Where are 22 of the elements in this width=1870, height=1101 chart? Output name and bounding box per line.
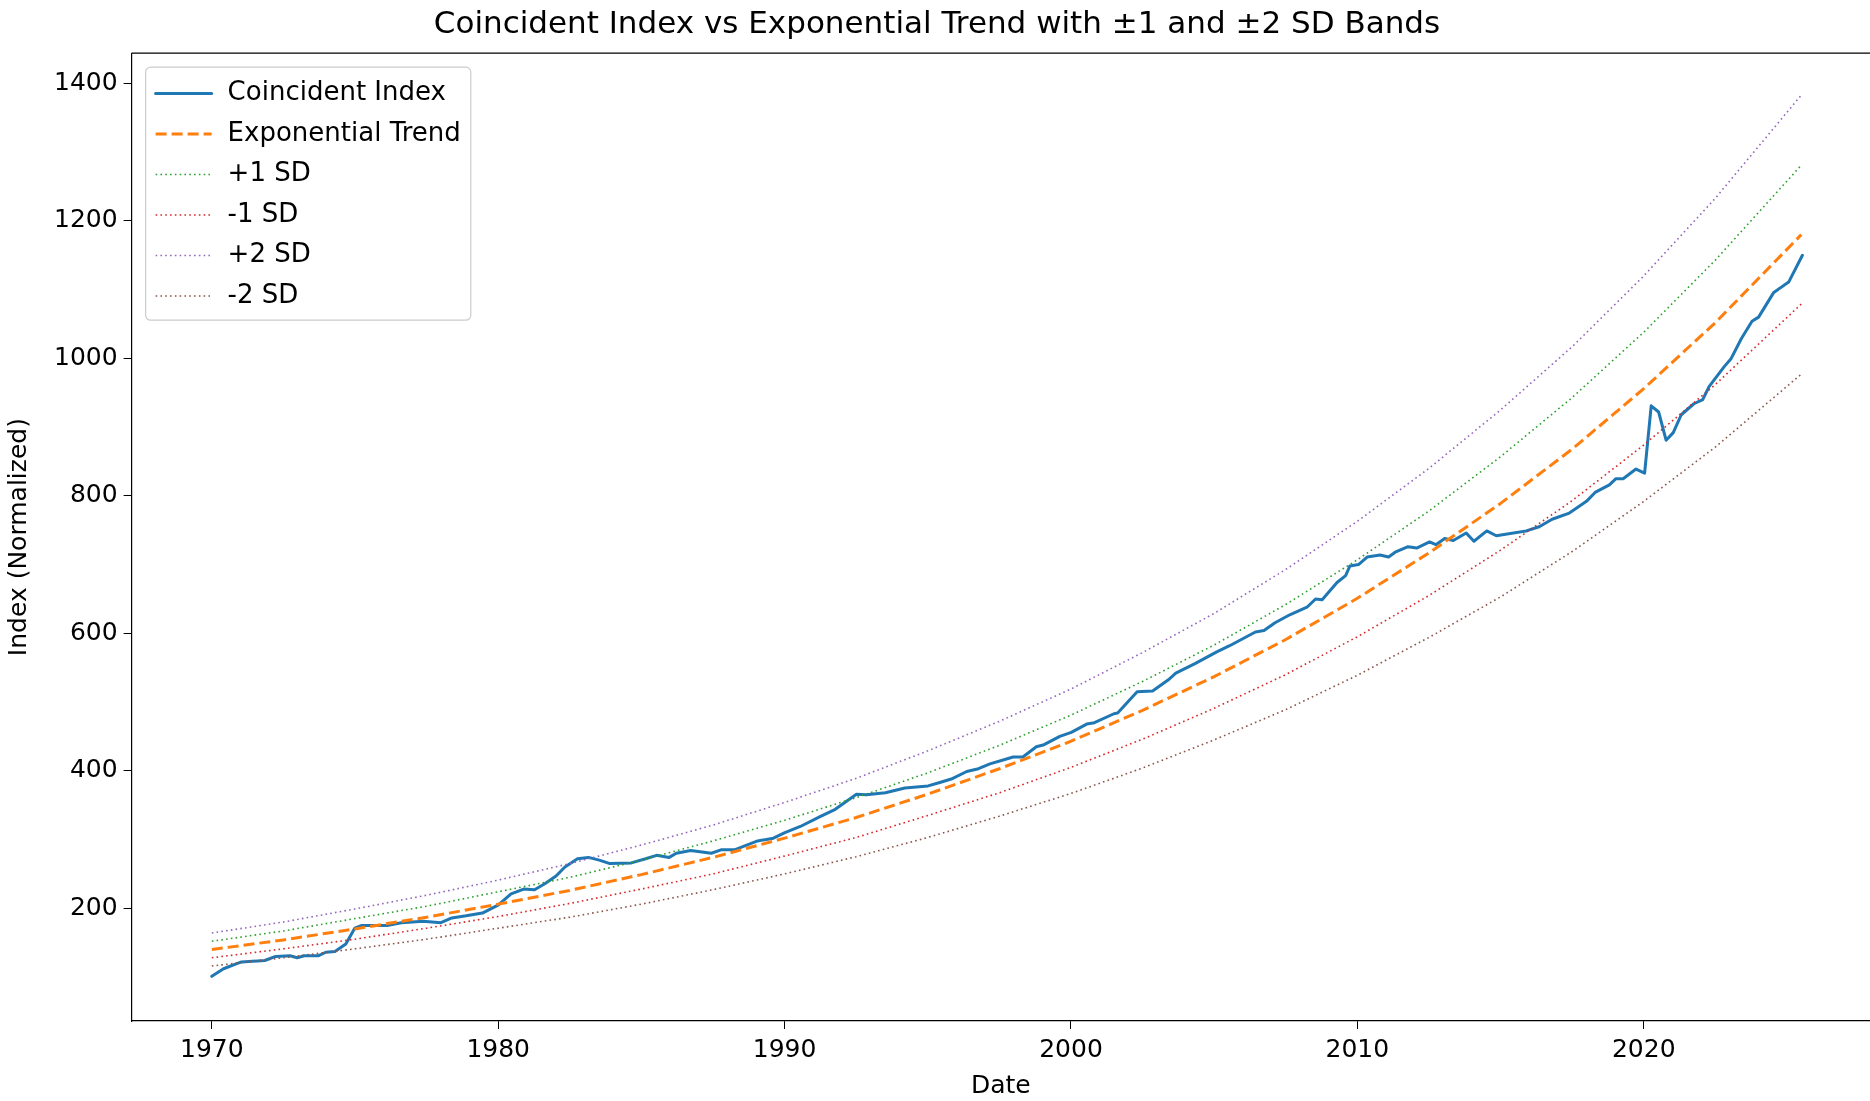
legend-label: Exponential Trend bbox=[227, 116, 461, 147]
y-tick-label: 800 bbox=[69, 479, 118, 509]
y-tick-label: 1000 bbox=[54, 341, 118, 371]
chart-title: Coincident Index vs Exponential Trend with ±1 and ±2 SD Bands bbox=[433, 3, 1441, 40]
x-tick-label: 1980 bbox=[466, 1033, 531, 1063]
x-tick-label: 1970 bbox=[180, 1033, 244, 1063]
y-tick-label: 200 bbox=[69, 891, 118, 921]
x-tick-label: 1990 bbox=[752, 1033, 817, 1063]
legend-label: Coincident Index bbox=[227, 76, 446, 107]
y-tick-label: 400 bbox=[69, 754, 118, 784]
x-tick-label: 2010 bbox=[1325, 1033, 1390, 1063]
legend-label: -2 SD bbox=[227, 278, 299, 309]
x-tick-label: 2000 bbox=[1039, 1033, 1103, 1063]
y-tick-label: 1200 bbox=[54, 204, 118, 234]
y-tick-label: 600 bbox=[69, 616, 118, 646]
x-axis-title: Date bbox=[970, 1069, 1031, 1099]
y-tick-label: 1400 bbox=[54, 66, 118, 96]
legend-label: +1 SD bbox=[227, 157, 311, 188]
legend-label: +2 SD bbox=[227, 238, 311, 269]
y-axis-title: Index (Normalized) bbox=[2, 418, 32, 657]
x-tick-label: 2020 bbox=[1611, 1033, 1676, 1063]
legend-label: -1 SD bbox=[227, 197, 299, 228]
